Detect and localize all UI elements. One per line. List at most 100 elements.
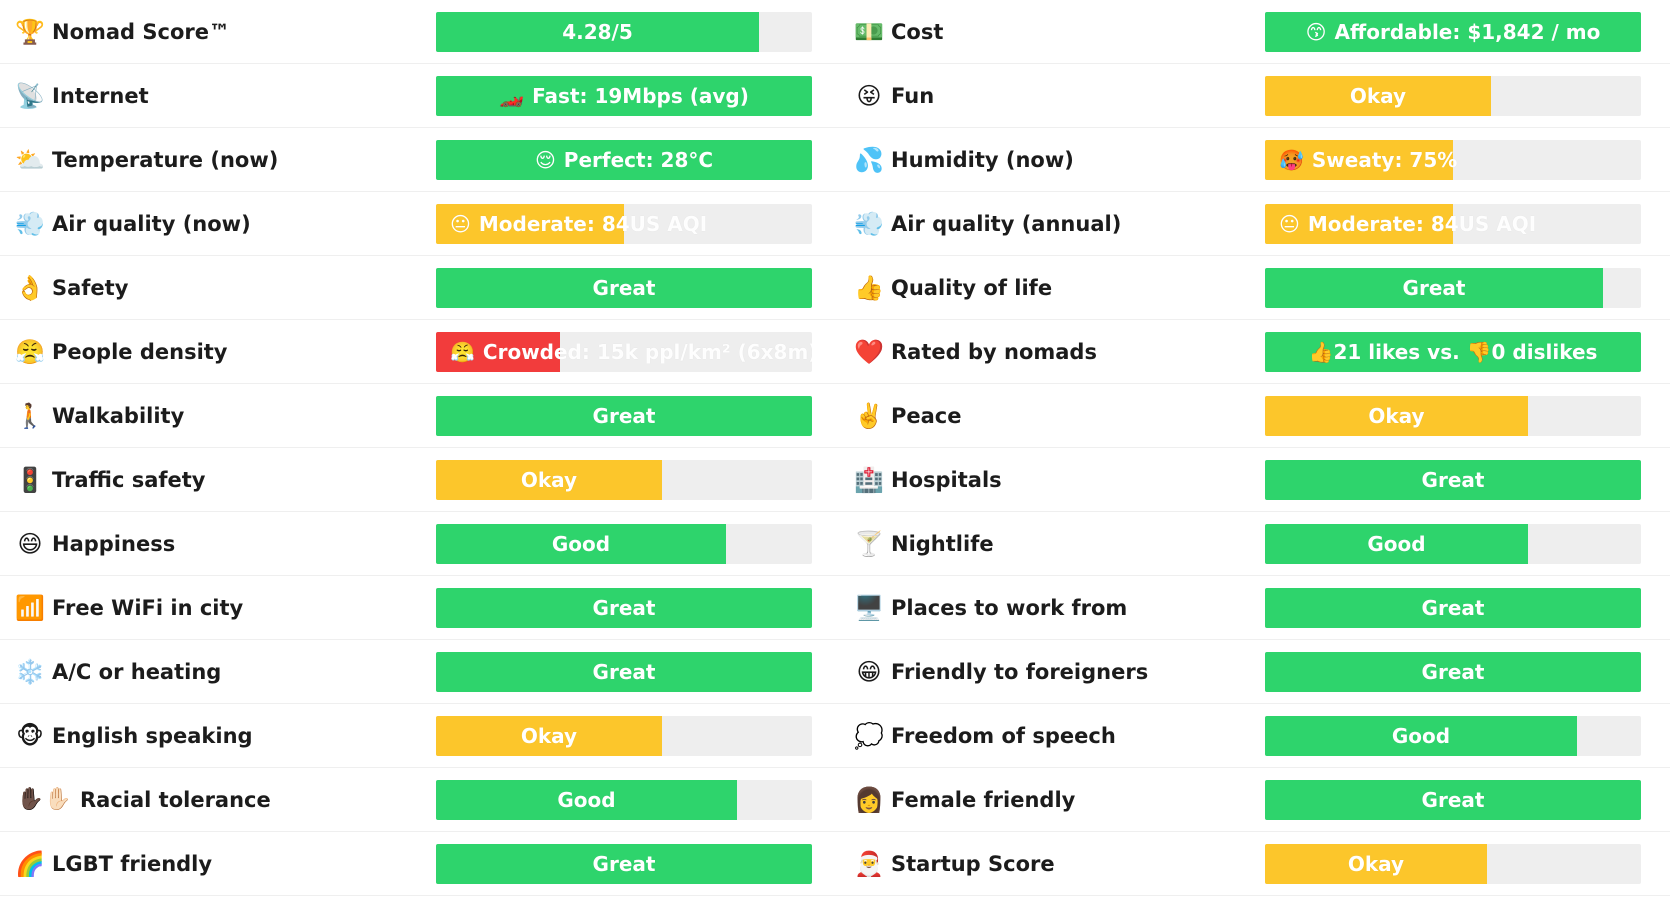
- monkey-face-icon: 🐵: [16, 722, 44, 750]
- score-bar-fill: [436, 588, 812, 628]
- score-bar-text: Great: [436, 268, 812, 308]
- frustrated-face-icon: 😤: [15, 338, 45, 366]
- score-label: Startup Score: [891, 852, 1055, 876]
- score-row-safety[interactable]: 👌 Safety Great: [0, 256, 835, 320]
- score-emoji-icon: 😙: [1305, 20, 1327, 44]
- score-row-lgbt-friendly[interactable]: 🌈 LGBT friendly Great: [0, 832, 835, 896]
- score-bar: 😌 Perfect: 28°C: [436, 140, 812, 180]
- speech-bubble-icon: 💭: [854, 722, 884, 750]
- score-bar: 👍21 likes vs. 👎0 dislikes: [1265, 332, 1641, 372]
- score-bar-fill: [1265, 268, 1603, 308]
- score-emoji-icon: 😤: [450, 340, 475, 364]
- score-bar-fill: [1265, 12, 1641, 52]
- score-value: Fast: 19Mbps (avg): [532, 84, 749, 108]
- sun-cloud-icon: ⛅: [15, 146, 45, 174]
- trophy-icon: 🏆: [15, 18, 45, 46]
- hospital-icon: 🏥: [854, 466, 884, 494]
- score-row-racial-tolerance[interactable]: ✋🏿✋🏻 Racial tolerance Good: [0, 768, 835, 832]
- score-bar-text: 😐 Moderate: 84 US AQI: [436, 204, 715, 244]
- score-row-quality-of-life[interactable]: 👍 Quality of life Great: [835, 256, 1670, 320]
- score-value: Great: [1421, 788, 1485, 812]
- score-bar: Great: [1265, 460, 1641, 500]
- score-bar-fill: [1265, 780, 1641, 820]
- score-bar-text: Okay: [436, 716, 662, 756]
- score-bar-text: 😐 Moderate: 84 US AQI: [1265, 204, 1544, 244]
- score-bar: Good: [1265, 716, 1641, 756]
- woman-icon: 👩: [854, 786, 884, 814]
- score-bar-text: Great: [436, 588, 812, 628]
- score-row-happiness[interactable]: 😄 Happiness Good: [0, 512, 835, 576]
- score-value: Great: [592, 660, 656, 684]
- score-row-nomad-score[interactable]: 🏆 Nomad Score™ 4.28/5: [0, 0, 835, 64]
- score-bar-fill: [436, 780, 737, 820]
- score-row-humidity-now[interactable]: 💦 Humidity (now) 🥵 Sweaty: 75%: [835, 128, 1670, 192]
- score-row-fun[interactable]: 😝 Fun Okay: [835, 64, 1670, 128]
- score-bar-fill: [436, 332, 560, 372]
- score-value: Sweaty: 75%: [1311, 148, 1458, 172]
- score-row-places-to-work-from[interactable]: 🖥️ Places to work from Great: [835, 576, 1670, 640]
- score-label: English speaking: [52, 724, 253, 748]
- score-bar-text: 😌 Perfect: 28°C: [436, 140, 812, 180]
- score-bar-text: Okay: [1265, 76, 1491, 116]
- score-label: LGBT friendly: [52, 852, 213, 876]
- score-bar-fill: [1265, 716, 1577, 756]
- score-bar-fill: [436, 460, 662, 500]
- score-row-temperature-now[interactable]: ⛅ Temperature (now) 😌 Perfect: 28°C: [0, 128, 835, 192]
- wind-icon: 💨: [15, 210, 45, 238]
- score-row-internet[interactable]: 📡 Internet 🏎️ Fast: 19Mbps (avg): [0, 64, 835, 128]
- score-row-cost[interactable]: 💵 Cost 😙 Affordable: $1,842 / mo: [835, 0, 1670, 64]
- score-row-air-quality-annual[interactable]: 💨 Air quality (annual) 😐 Moderate: 84 US AQ…: [835, 192, 1670, 256]
- score-bar-fill: [1265, 140, 1453, 180]
- score-label: Peace: [891, 404, 962, 428]
- score-bar-fill: [436, 268, 812, 308]
- score-row-traffic-safety[interactable]: 🚦 Traffic safety Okay: [0, 448, 835, 512]
- score-label: Cost: [891, 20, 944, 44]
- score-bar-text: 🏎️ Fast: 19Mbps (avg): [436, 76, 812, 116]
- score-row-peace[interactable]: ✌️ Peace Okay: [835, 384, 1670, 448]
- score-row-hospitals[interactable]: 🏥 Hospitals Great: [835, 448, 1670, 512]
- score-bar: Okay: [1265, 76, 1641, 116]
- score-bar-text: Great: [436, 652, 812, 692]
- score-row-air-quality-now[interactable]: 💨 Air quality (now) 😐 Moderate: 84 US AQI: [0, 192, 835, 256]
- score-row-friendly-to-foreigners[interactable]: 😁 Friendly to foreigners Great: [835, 640, 1670, 704]
- score-label: Nightlife: [891, 532, 994, 556]
- score-row-rated-by-nomads[interactable]: ❤️ Rated by nomads 👍21 likes vs. 👎0 dislik…: [835, 320, 1670, 384]
- score-row-english-speaking[interactable]: 🐵 English speaking Okay: [0, 704, 835, 768]
- score-value: Perfect: 28°C: [563, 148, 714, 172]
- walking-person-icon: 🚶: [15, 402, 45, 430]
- score-emoji-icon: 🏎️: [499, 84, 525, 108]
- score-label: Female friendly: [891, 788, 1076, 812]
- score-bar: 😐 Moderate: 84 US AQI: [436, 204, 812, 244]
- score-bar-fill: [1265, 76, 1491, 116]
- score-row-female-friendly[interactable]: 👩 Female friendly Great: [835, 768, 1670, 832]
- score-bar-text: Great: [1265, 268, 1603, 308]
- score-row-people-density[interactable]: 😤 People density 😤 Crowde d: 15k ppl/km² (6x…: [0, 320, 835, 384]
- score-label: Quality of life: [891, 276, 1053, 300]
- score-bar-text: Great: [1265, 460, 1641, 500]
- score-bar-text: 😙 Affordable: $1,842 / mo: [1265, 12, 1641, 52]
- score-bar-fill: [1265, 204, 1453, 244]
- score-label: Traffic safety: [52, 468, 206, 492]
- satellite-icon: 📡: [15, 82, 45, 110]
- money-icon: 💵: [854, 18, 884, 46]
- score-value: Moderate: 84: [478, 212, 630, 236]
- score-emoji-icon: 😐: [1279, 212, 1300, 236]
- score-row-a-c-or-heating[interactable]: ❄️ A/C or heating Great: [0, 640, 835, 704]
- score-bar: Great: [1265, 588, 1641, 628]
- score-row-startup-score[interactable]: 🎅 Startup Score Okay: [835, 832, 1670, 896]
- score-bar-fill: [1265, 332, 1641, 372]
- score-row-nightlife[interactable]: 🍸 Nightlife Good: [835, 512, 1670, 576]
- score-row-freedom-of-speech[interactable]: 💭 Freedom of speech Good: [835, 704, 1670, 768]
- score-bar-text: Okay: [1265, 844, 1487, 884]
- score-value: Okay: [1347, 852, 1405, 876]
- score-label: Freedom of speech: [891, 724, 1116, 748]
- score-bar-fill: [436, 140, 812, 180]
- score-bar-fill: [1265, 588, 1641, 628]
- score-bar-fill: [1265, 460, 1641, 500]
- heart-icon: ❤️: [854, 338, 884, 366]
- score-value: Okay: [520, 468, 578, 492]
- score-row-walkability[interactable]: 🚶 Walkability Great: [0, 384, 835, 448]
- score-label: Happiness: [52, 532, 176, 556]
- score-row-free-wifi-in-city[interactable]: 📶 Free WiFi in city Great: [0, 576, 835, 640]
